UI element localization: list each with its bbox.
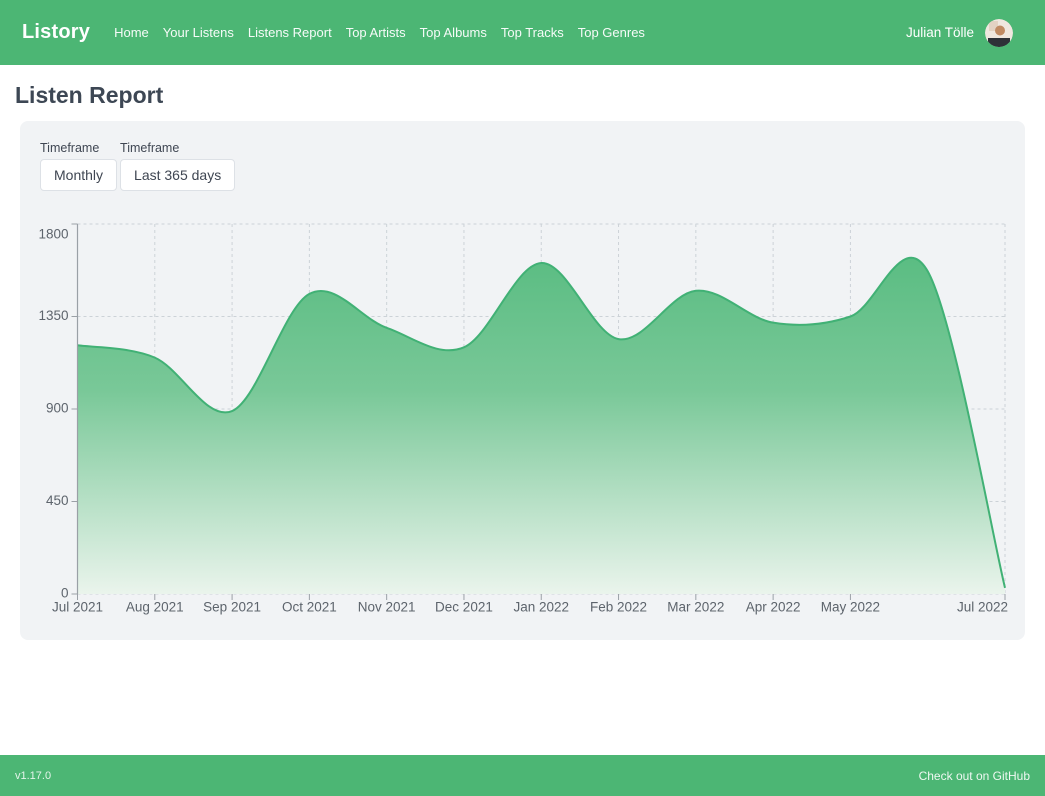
x-axis-label: Jul 2022	[957, 600, 1008, 615]
nav-item-top-tracks[interactable]: Top Tracks	[500, 25, 564, 40]
main-content: Listen Report Timeframe Monthly Timefram…	[0, 82, 1045, 640]
listen-area-chart: 0 450 900 1350 1800 Jul 2021 Aug 2021 Sep 2021 O…	[38, 223, 1008, 615]
y-axis-label: 900	[46, 401, 69, 416]
x-axis-label: Dec 2021	[435, 600, 493, 615]
x-axis-label: Sep 2021	[203, 600, 261, 615]
x-axis-label: Apr 2022	[746, 600, 801, 615]
nav-item-listens-report[interactable]: Listens Report	[247, 25, 332, 40]
y-axis-label: 1800	[38, 227, 68, 242]
nav-item-top-artists[interactable]: Top Artists	[345, 25, 406, 40]
navbar: Listory Home Your Listens Listens Report…	[0, 0, 1045, 65]
x-axis-label: Jan 2022	[513, 600, 569, 615]
x-axis-label: Feb 2022	[590, 600, 647, 615]
y-axis-label: 0	[61, 586, 69, 601]
nav-item-top-genres[interactable]: Top Genres	[577, 25, 645, 40]
report-card: Timeframe Monthly Timeframe Last 365 day…	[20, 121, 1025, 640]
x-axis-label: Mar 2022	[667, 600, 724, 615]
listens-line	[77, 256, 1006, 589]
user-avatar[interactable]	[985, 18, 1013, 47]
brand-logo[interactable]: Listory	[22, 21, 91, 43]
timeframe-label: Timeframe	[120, 141, 180, 155]
page-title: Listen Report	[15, 82, 164, 108]
y-axis-label: 450	[46, 493, 69, 508]
nav-links: Home Your Listens Listens Report Top Art…	[114, 25, 645, 40]
user-avatar-image	[985, 18, 1013, 47]
timeframe-mode-button[interactable]: Monthly	[40, 159, 118, 191]
y-axis-label: 1350	[38, 308, 68, 323]
nav-item-your-listens[interactable]: Your Listens	[162, 25, 234, 40]
nav-item-home[interactable]: Home	[114, 25, 149, 40]
listens-area-fill	[77, 257, 1005, 594]
timeframe-group-range: Timeframe Last 365 days	[120, 141, 236, 191]
nav-item-top-albums[interactable]: Top Albums	[419, 25, 487, 40]
x-axis-label: Aug 2021	[126, 600, 184, 615]
x-axis-label: Oct 2021	[282, 600, 337, 615]
x-axis-label: Jul 2021	[52, 600, 103, 615]
timeframe-range-button[interactable]: Last 365 days	[120, 159, 236, 191]
footer: v1.17.0 Check out on GitHub	[0, 755, 1045, 796]
x-axis-label: May 2022	[821, 600, 880, 615]
user-name: Julian Tölle	[905, 25, 974, 40]
timeframe-controls: Timeframe Monthly Timeframe Last 365 day…	[40, 141, 1025, 191]
github-link[interactable]: Check out on GitHub	[918, 768, 1030, 783]
timeframe-label: Timeframe	[40, 141, 100, 155]
x-axis-label: Nov 2021	[358, 600, 416, 615]
timeframe-group-mode: Timeframe Monthly	[40, 141, 118, 191]
app-version: v1.17.0	[15, 769, 52, 782]
